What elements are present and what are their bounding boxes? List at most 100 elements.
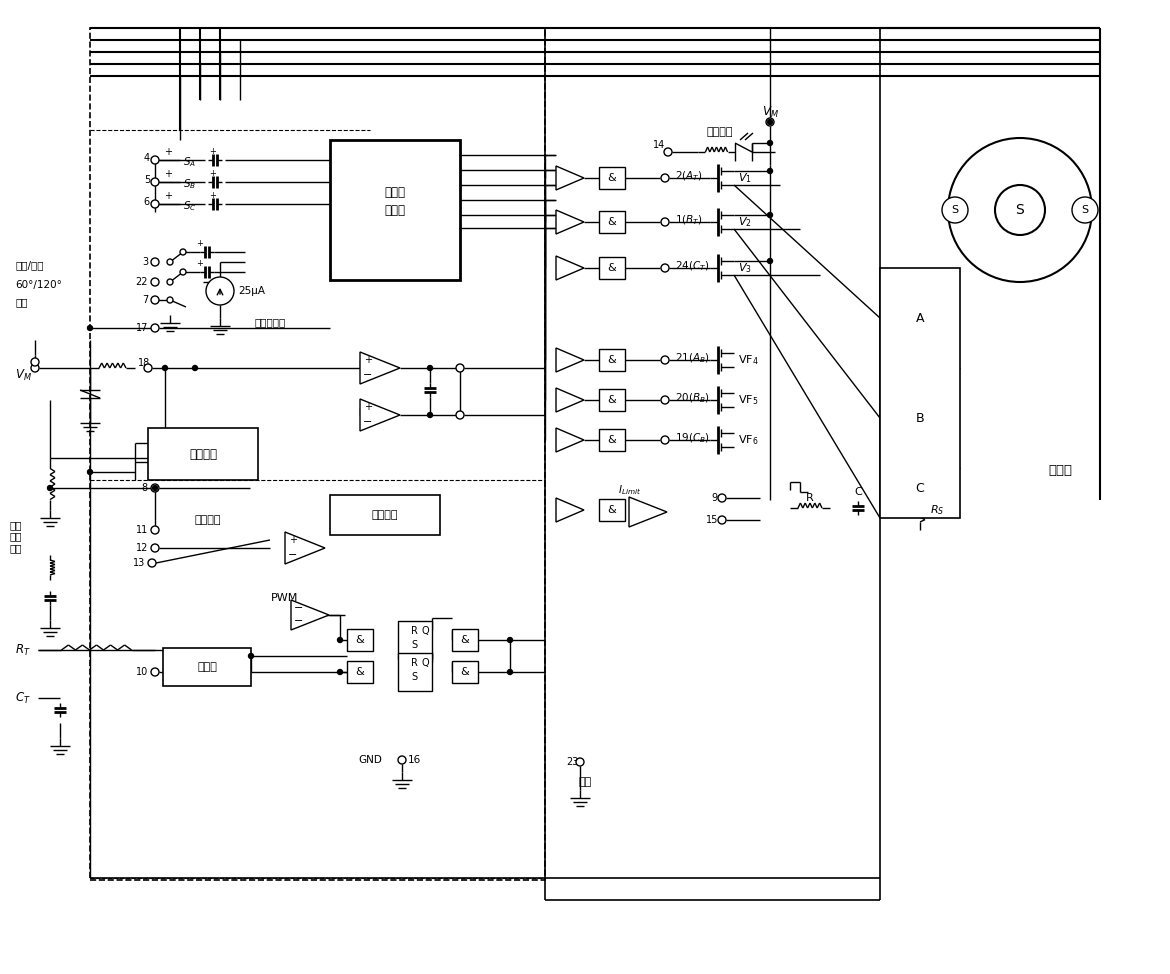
Text: R: R <box>411 658 418 668</box>
Text: +: + <box>197 259 204 269</box>
Text: &: & <box>607 395 617 405</box>
Bar <box>347 629 373 651</box>
Bar <box>599 257 625 279</box>
Polygon shape <box>556 388 584 412</box>
Circle shape <box>144 364 152 372</box>
Text: 14: 14 <box>653 140 665 150</box>
Bar <box>452 629 479 651</box>
Circle shape <box>88 469 92 474</box>
Text: 6: 6 <box>144 197 150 207</box>
Circle shape <box>942 197 968 223</box>
Circle shape <box>193 365 198 370</box>
Text: &: & <box>607 435 617 445</box>
Circle shape <box>768 169 772 173</box>
Text: S: S <box>411 640 418 650</box>
Text: GND: GND <box>358 755 381 765</box>
Text: VF$_6$: VF$_6$ <box>738 433 758 447</box>
Polygon shape <box>360 352 400 384</box>
Text: &: & <box>356 667 364 677</box>
Text: 19($C_B$): 19($C_B$) <box>675 431 710 445</box>
Circle shape <box>994 185 1045 235</box>
Circle shape <box>768 212 772 217</box>
Text: 正向/反向: 正向/反向 <box>15 260 43 270</box>
Circle shape <box>180 269 186 275</box>
Circle shape <box>456 411 464 419</box>
Text: S: S <box>1016 203 1025 217</box>
Text: 18: 18 <box>138 358 150 368</box>
Circle shape <box>151 526 159 534</box>
Text: 过热保护: 过热保护 <box>372 510 398 520</box>
Text: $C_T$: $C_T$ <box>15 691 30 705</box>
Text: 3: 3 <box>142 257 147 267</box>
Text: 17: 17 <box>136 323 147 333</box>
Text: 故障指示: 故障指示 <box>707 127 734 137</box>
Bar <box>330 140 460 280</box>
Circle shape <box>206 277 234 305</box>
Text: −: − <box>364 417 373 427</box>
Text: 5: 5 <box>144 175 150 185</box>
Circle shape <box>398 756 406 764</box>
Text: +: + <box>209 169 216 177</box>
Bar <box>90 28 545 880</box>
Text: 调快: 调快 <box>11 543 22 553</box>
Bar <box>599 499 625 521</box>
Circle shape <box>768 140 772 145</box>
Polygon shape <box>285 532 325 564</box>
Text: &: & <box>607 505 617 515</box>
Text: 4: 4 <box>144 153 150 163</box>
Text: $R_S$: $R_S$ <box>930 504 944 517</box>
Text: 误差放大: 误差放大 <box>194 515 221 525</box>
Polygon shape <box>556 428 584 452</box>
Circle shape <box>768 120 772 125</box>
Circle shape <box>248 654 254 658</box>
Text: $S_C$: $S_C$ <box>183 199 197 213</box>
Text: VF$_4$: VF$_4$ <box>738 354 758 367</box>
Text: 21($A_B$): 21($A_B$) <box>675 352 710 365</box>
Circle shape <box>427 413 433 418</box>
Text: R: R <box>806 493 814 503</box>
Text: C: C <box>854 487 862 497</box>
Text: −: − <box>364 370 373 380</box>
Polygon shape <box>629 497 667 527</box>
Text: $R_T$: $R_T$ <box>15 643 30 657</box>
Text: 7: 7 <box>142 295 147 305</box>
Text: 23: 23 <box>566 757 578 767</box>
Text: 欠电压封锁: 欠电压封锁 <box>254 317 285 327</box>
Text: 22: 22 <box>136 277 147 287</box>
Circle shape <box>151 178 159 186</box>
Circle shape <box>167 279 173 285</box>
Circle shape <box>151 484 159 492</box>
Bar <box>599 211 625 233</box>
Circle shape <box>167 297 173 303</box>
Text: $V_M$: $V_M$ <box>15 367 32 383</box>
Text: 制动: 制动 <box>578 777 592 787</box>
Text: $V_3$: $V_3$ <box>738 261 752 275</box>
Polygon shape <box>556 348 584 372</box>
Circle shape <box>180 249 186 255</box>
Text: 12: 12 <box>136 543 147 553</box>
Bar <box>398 653 432 691</box>
Text: 速度
设定: 速度 设定 <box>11 520 22 542</box>
Circle shape <box>718 516 727 524</box>
Circle shape <box>151 668 159 676</box>
Bar <box>398 621 432 659</box>
Circle shape <box>665 148 672 156</box>
Polygon shape <box>556 498 584 522</box>
Bar <box>330 495 440 535</box>
Text: 转子位: 转子位 <box>385 186 406 200</box>
Bar <box>880 268 961 518</box>
Text: 电动机: 电动机 <box>1048 464 1072 476</box>
Text: −: − <box>295 616 304 626</box>
Bar <box>147 428 259 480</box>
Circle shape <box>151 258 159 266</box>
Text: 基准电压: 基准电压 <box>190 447 216 461</box>
Text: +: + <box>164 169 172 179</box>
Circle shape <box>48 485 53 491</box>
Text: 置误码: 置误码 <box>385 204 406 216</box>
Text: 9: 9 <box>711 493 718 503</box>
Circle shape <box>151 296 159 304</box>
Text: &: & <box>607 217 617 227</box>
Text: +: + <box>289 535 297 545</box>
Bar <box>599 167 625 189</box>
Text: 15: 15 <box>706 515 718 525</box>
